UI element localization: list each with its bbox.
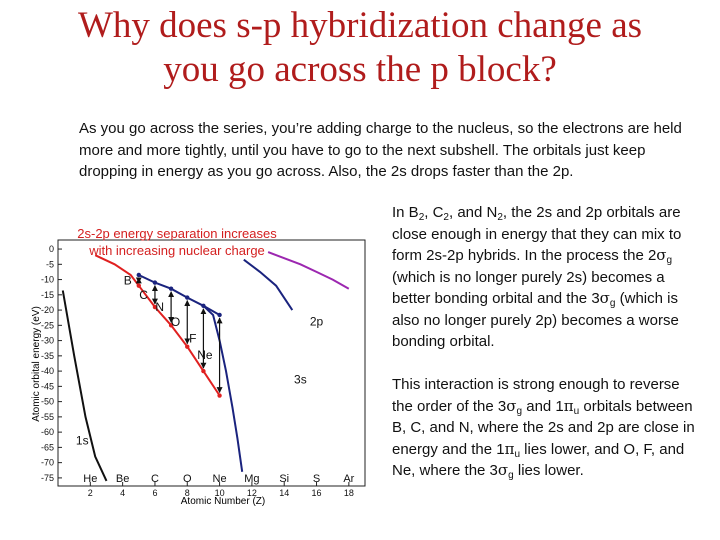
x-tick-label: 14 xyxy=(279,488,289,498)
y-tick-label: -40 xyxy=(41,366,54,376)
data-point xyxy=(185,344,190,349)
y-tick-label: -55 xyxy=(41,412,54,422)
y-tick-label: -75 xyxy=(41,473,54,483)
x-tick-label: 4 xyxy=(120,488,125,498)
y-tick-label: -30 xyxy=(41,336,54,346)
x-tick-label: 2 xyxy=(88,488,93,498)
orbital-energy-chart: 0 -5 -10 -15 -20 -25 -30 -35 -40 -45 -50 -55 -60 -65 -… xyxy=(31,226,366,507)
x-tick-label: 18 xyxy=(344,488,354,498)
title-line-2: you go across the p block? xyxy=(163,49,557,90)
arrow-element-label: F xyxy=(189,331,196,345)
data-point xyxy=(217,393,222,398)
element-label: Si xyxy=(279,473,289,485)
orbital-order-paragraph: This interaction is strong enough to rev… xyxy=(392,376,695,481)
data-point xyxy=(201,368,206,374)
x-tick-label: 16 xyxy=(312,488,322,498)
slide-title: Why does s-p hybridization change as you… xyxy=(0,4,720,92)
x-tick-label: 10 xyxy=(215,488,225,498)
y-tick-label: -5 xyxy=(46,259,54,269)
data-point xyxy=(152,280,158,285)
data-point xyxy=(217,312,222,318)
element-label: C xyxy=(151,473,159,485)
x-tick-label: 6 xyxy=(152,488,157,498)
arrow-element-label: O xyxy=(171,315,180,329)
element-label: Ar xyxy=(343,473,354,485)
chart-annotation-line-1: 2s-2p energy separation increases xyxy=(77,226,277,241)
y-tick-label: -65 xyxy=(41,442,54,452)
x-tick-label: 12 xyxy=(247,488,257,498)
curve-label: 3s xyxy=(294,372,307,386)
y-tick-label: -25 xyxy=(41,320,54,330)
y-tick-label: -60 xyxy=(41,427,54,437)
curve-label: 1s xyxy=(76,433,89,447)
y-tick-label: -20 xyxy=(41,305,54,315)
element-label: Ne xyxy=(213,473,227,485)
arrow-element-label: B xyxy=(124,273,132,287)
y-tick-label: -10 xyxy=(41,275,54,285)
y-tick-label: -15 xyxy=(41,290,54,300)
series-line xyxy=(243,258,294,311)
data-point xyxy=(152,304,158,310)
data-point xyxy=(168,286,174,291)
chart-annotation-line-2: with increasing nuclear charge xyxy=(88,243,265,258)
curve-label: 2p xyxy=(310,314,324,328)
arrow-element-label: N xyxy=(155,300,164,314)
arrow-element-label: C xyxy=(139,288,148,302)
x-tick-label: 8 xyxy=(185,488,190,498)
element-label: Mg xyxy=(244,473,259,485)
hybridization-paragraph: In B2, C2, and N2, the 2s and 2p orbital… xyxy=(392,204,682,350)
element-label: He xyxy=(83,473,97,485)
y-tick-label: -45 xyxy=(41,381,54,391)
intro-paragraph: As you go across the series, you’re addi… xyxy=(79,120,682,180)
y-tick-label: 0 xyxy=(49,244,54,254)
data-point xyxy=(185,295,190,300)
data-point xyxy=(136,283,141,288)
y-tick-label: -35 xyxy=(41,351,54,361)
x-axis-label: Atomic Number (Z) xyxy=(181,496,265,507)
title-line-1: Why does s-p hybridization change as xyxy=(77,5,643,46)
series-line xyxy=(267,251,350,290)
series-line xyxy=(94,254,221,397)
plot-area-frame xyxy=(57,239,366,487)
y-tick-label: -70 xyxy=(41,458,54,468)
series-line xyxy=(202,305,244,472)
y-tick-label: -50 xyxy=(41,397,54,407)
element-label: S xyxy=(313,473,320,485)
series-line xyxy=(61,290,108,482)
data-point xyxy=(168,323,174,328)
element-label: Be xyxy=(116,473,129,485)
arrow-element-label: Ne xyxy=(197,348,213,362)
element-label: O xyxy=(183,473,192,485)
data-point xyxy=(136,272,141,278)
y-axis-label: Atomic orbital energy (eV) xyxy=(31,306,42,422)
